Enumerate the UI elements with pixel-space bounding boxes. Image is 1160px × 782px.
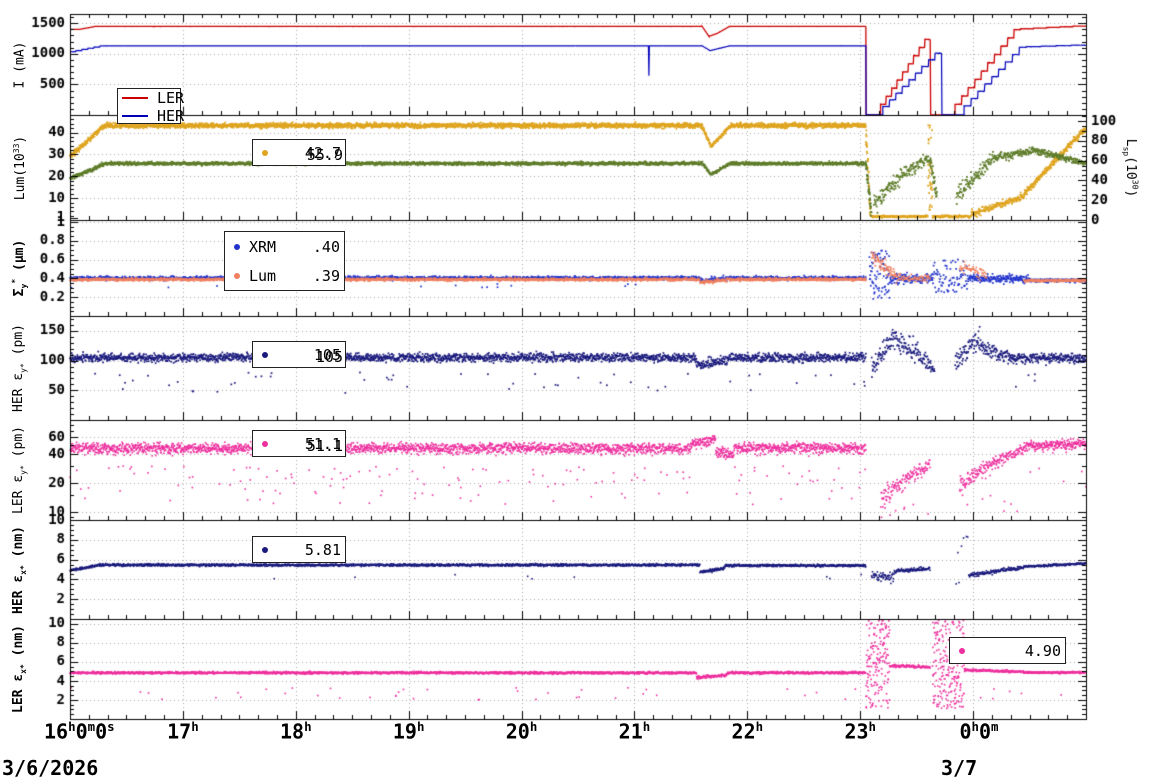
date-label-midnight: 3/7 xyxy=(941,756,978,780)
y-axis-title-sigma-y: Σy* (µm) xyxy=(10,239,29,297)
x-tick-label: 19h xyxy=(392,719,425,744)
x-tick-label: 23h xyxy=(844,719,876,744)
legend-value: 5.81 xyxy=(304,540,341,559)
legend-luminosity: 42.7 55.9 xyxy=(252,139,346,166)
legend-value: 105 105 xyxy=(313,345,343,366)
legend-line-marker xyxy=(122,97,148,99)
y-axis-title-luminosity: Lum(1033) xyxy=(11,135,29,200)
y-axis-title-her-eps-y: HER εy* (pm) xyxy=(11,324,28,412)
legend-entry: XRM .40 xyxy=(225,232,344,261)
legend-value: 51.1 51.1 xyxy=(304,434,343,455)
date-label-start: 3/6/2026 xyxy=(2,756,99,780)
legend-dot-marker xyxy=(234,243,240,250)
legend-value-ghost: 55.9 xyxy=(306,145,343,164)
legend-dot-marker xyxy=(234,272,240,279)
y-axis-title-her-eps-x: HER εx* (nm) xyxy=(11,525,28,614)
y-axis-title-ler-eps-y: LER εy* (pm) xyxy=(11,426,28,514)
legend-entry: Lum .39 xyxy=(225,261,344,290)
legend-entry: 42.7 55.9 xyxy=(253,140,345,165)
legend-entry: 105 105 xyxy=(253,342,345,367)
legend-label: LER xyxy=(157,89,185,107)
legend-entry: 51.1 51.1 xyxy=(253,431,345,456)
legend-entry: 5.81 xyxy=(253,537,345,562)
legend-sigma-y: XRM .40 Lum .39 xyxy=(224,231,345,291)
x-tick-label: 18h xyxy=(279,719,312,744)
legend-ler-eps-x: 4.90 xyxy=(949,637,1066,664)
legend-value: .39 xyxy=(312,266,340,285)
legend-her-eps-y: 105 105 xyxy=(252,341,346,368)
legend-label: Lum xyxy=(249,266,277,285)
legend-her-eps-x: 5.81 xyxy=(252,536,346,563)
legend-dot-marker xyxy=(262,351,268,358)
legend-ler-eps-y: 51.1 51.1 xyxy=(252,430,346,457)
legend-value-ghost: 105 xyxy=(315,347,343,366)
legend-label: XRM xyxy=(249,237,277,256)
legend-current: LER HER xyxy=(117,88,184,125)
legend-value: .40 xyxy=(312,237,340,256)
legend-dot-marker xyxy=(959,647,965,654)
legend-dot-marker xyxy=(262,546,268,553)
x-tick-label: 22h xyxy=(731,719,764,744)
legend-dot-marker xyxy=(262,440,268,447)
legend-label: HER xyxy=(157,107,185,125)
y-axis-title-right-luminosity: Lsp(1030) xyxy=(1121,138,1140,197)
y-axis-title-ler-eps-x: LER εx* (nm) xyxy=(11,625,28,713)
legend-entry: HER xyxy=(118,107,184,125)
legend-value-ghost: 51.1 xyxy=(306,436,343,455)
legend-value: 4.90 xyxy=(1024,641,1061,660)
legend-dot-marker xyxy=(262,149,268,156)
y-axis-title-current: I (mA) xyxy=(12,41,28,88)
legend-entry: 4.90 xyxy=(950,638,1065,663)
legend-entry: LER xyxy=(118,89,184,107)
x-tick-label: 21h xyxy=(618,719,651,744)
x-tick-label: 16h0m0s xyxy=(44,719,115,744)
x-tick-label: 17h xyxy=(167,719,199,744)
legend-line-marker xyxy=(122,115,148,117)
x-tick-label: 0h0m xyxy=(959,719,999,744)
legend-value: 42.7 55.9 xyxy=(304,143,343,164)
x-tick-label: 20h xyxy=(505,719,538,744)
